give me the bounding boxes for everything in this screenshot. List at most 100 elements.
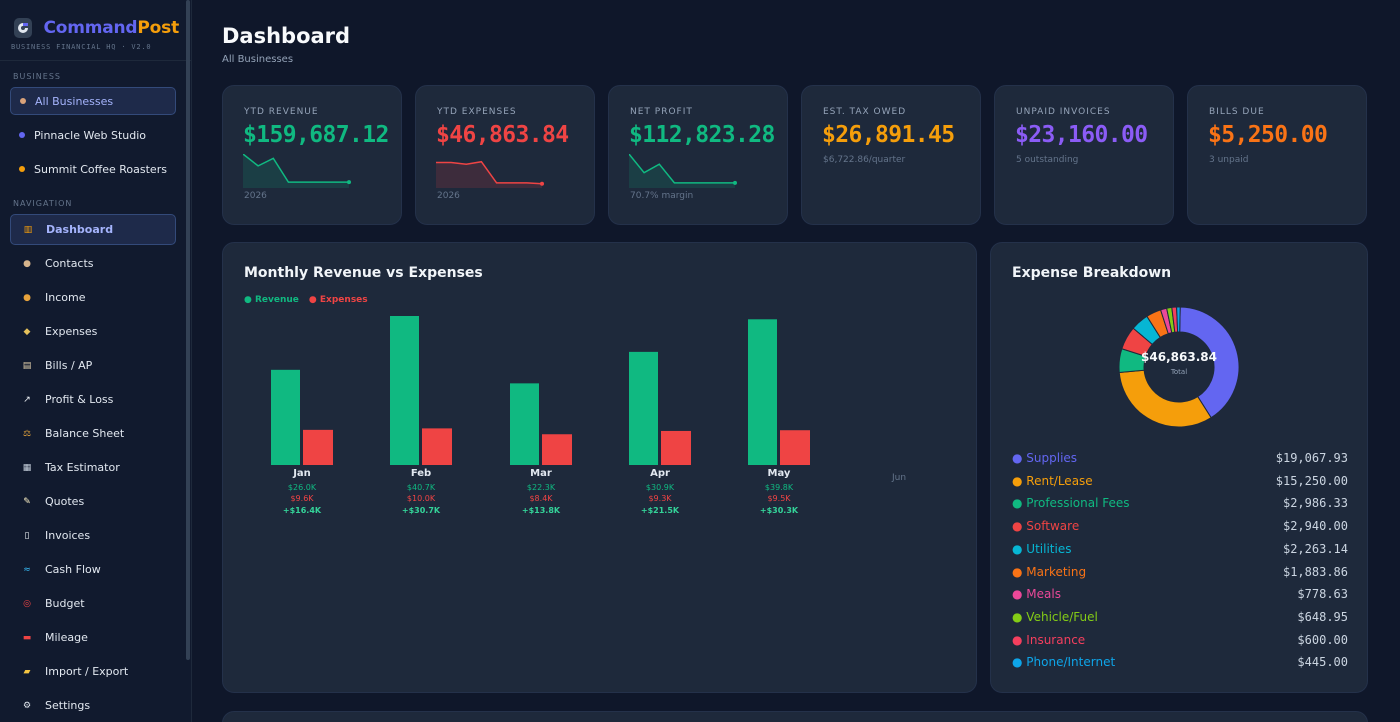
sidebar-item-mileage[interactable]: ▬ Mileage (10, 622, 176, 653)
expense-dot-icon: ● (1012, 451, 1027, 465)
navigation-list: ▥ Dashboard ● Contacts ● Income ◆ Expenses ▤ Bill… (0, 214, 191, 721)
sparkline-area (436, 161, 542, 188)
kpi-subtext: 2026 (244, 191, 267, 201)
expense-dot-icon: ● (1012, 609, 1027, 624)
sidebar-divider (0, 60, 191, 61)
revenue-bar-may[interactable] (748, 319, 777, 465)
expense-bar-jan[interactable] (303, 429, 333, 465)
expense-bar-apr[interactable] (661, 430, 691, 465)
kpi-card-ytd-revenue[interactable]: YTD REVENUE $159,687.12 2026 (222, 85, 402, 225)
next-panel (222, 711, 1368, 722)
business-label: Summit Coffee Roasters (34, 162, 167, 176)
expense-row-vehicle-fuel[interactable]: ● Vehicle/Fuel $648.95 (1012, 607, 1348, 627)
sidebar-item-cash-flow[interactable]: ≈ Cash Flow (10, 554, 176, 585)
kpi-card-bills-due[interactable]: BILLS DUE $5,250.00 3 unpaid (1187, 85, 1367, 225)
target-icon: ◎ (23, 598, 31, 609)
expense-row-phone-internet[interactable]: ● Phone/Internet $445.00 (1012, 652, 1348, 672)
business-dot-icon (19, 166, 25, 172)
expense-name: ● Software (1012, 519, 1080, 534)
sidebar-item-tax-estimator[interactable]: ▦ Tax Estimator (10, 452, 176, 483)
revenue-bar-mar[interactable] (510, 383, 539, 465)
sidebar-item-expenses[interactable]: ◆ Expenses (10, 316, 176, 347)
kpi-sparkline (629, 154, 737, 188)
nav-label: Expenses (45, 325, 98, 338)
kpi-label: NET PROFIT (630, 107, 693, 117)
revenue-bar-feb[interactable] (390, 316, 419, 465)
money-bag-icon: ● (23, 292, 31, 303)
sidebar-item-settings[interactable]: ⚙ Settings (10, 690, 176, 721)
nav-label: Cash Flow (45, 563, 101, 576)
revenue-bar-apr[interactable] (629, 351, 658, 465)
sidebar-item-budget[interactable]: ◎ Budget (10, 588, 176, 619)
nav-label: Balance Sheet (45, 427, 125, 440)
expense-amount: $2,263.14 (1282, 541, 1348, 556)
revenue-bar-jan[interactable] (271, 369, 300, 465)
legend-expenses[interactable]: ● Expenses (308, 295, 368, 305)
nav-label: Dashboard (46, 223, 114, 236)
expense-name: ● Insurance (1012, 632, 1086, 647)
trend-up-icon: ↗ (23, 394, 31, 405)
expense-row-software[interactable]: ● Software $2,940.00 (1012, 516, 1348, 536)
bank-icon: ▦ (22, 462, 32, 473)
sidebar-item-profit-loss[interactable]: ↗ Profit & Loss (10, 384, 176, 415)
expense-row-utilities[interactable]: ● Utilities $2,263.14 (1012, 539, 1348, 559)
sidebar-item-import-export[interactable]: ▰ Import / Export (10, 656, 176, 687)
brand[interactable]: CommandPost (0, 0, 191, 40)
donut-total-label: Total (1170, 368, 1188, 376)
legend-revenue[interactable]: ● Revenue (244, 295, 299, 305)
sparkline-line (629, 154, 735, 184)
kpi-card-net-profit[interactable]: NET PROFIT $112,823.28 70.7% margin (608, 85, 788, 225)
kpi-value: $23,160.00 (1015, 122, 1148, 148)
nav-label: Budget (45, 597, 85, 610)
expense-name: ● Phone/Internet (1012, 655, 1116, 670)
sidebar-item-dashboard[interactable]: ▥ Dashboard (10, 214, 176, 245)
expense-amount: $778.63 (1297, 587, 1348, 602)
expense-row-marketing[interactable]: ● Marketing $1,883.86 (1012, 562, 1348, 582)
business-item-0[interactable]: All Businesses (10, 87, 176, 115)
sparkline-end-point (733, 180, 737, 185)
kpi-card-ytd-expenses[interactable]: YTD EXPENSES $46,863.84 2026 (415, 85, 595, 225)
expense-dot-icon: ● (1012, 564, 1027, 579)
sidebar-item-invoices[interactable]: ▯ Invoices (10, 520, 176, 551)
kpi-card-unpaid-invoices[interactable]: UNPAID INVOICES $23,160.00 5 outstanding (994, 85, 1174, 225)
revenue-label-jan: $26.0K (287, 483, 317, 492)
expense-amount: $2,940.00 (1282, 519, 1348, 534)
nav-label: Contacts (45, 257, 94, 270)
nav-label: Tax Estimator (45, 461, 120, 474)
kpi-label: EST. TAX OWED (823, 107, 907, 117)
business-item-1[interactable]: Pinnacle Web Studio (10, 121, 176, 149)
expense-bar-may[interactable] (780, 430, 810, 465)
expense-row-rent-lease[interactable]: ● Rent/Lease $15,250.00 (1012, 471, 1348, 491)
expense-row-supplies[interactable]: ● Supplies $19,067.93 (1012, 448, 1348, 468)
business-item-2[interactable]: Summit Coffee Roasters (10, 155, 176, 183)
expense-row-professional-fees[interactable]: ● Professional Fees $2,986.33 (1012, 493, 1348, 513)
donut-slice-phone-internet[interactable] (1176, 306, 1181, 333)
expense-dot-icon: ● (1012, 473, 1027, 488)
sidebar-item-contacts[interactable]: ● Contacts (10, 248, 176, 279)
expense-dot-icon: ● (1012, 541, 1027, 556)
expense-row-meals[interactable]: ● Meals $778.63 (1012, 584, 1348, 604)
sidebar-item-income[interactable]: ● Income (10, 282, 176, 313)
kpi-label: BILLS DUE (1209, 107, 1265, 117)
sidebar-item-bills-ap[interactable]: ▤ Bills / AP (10, 350, 176, 381)
kpi-value: $159,687.12 (243, 122, 389, 148)
kpi-label: YTD EXPENSES (437, 107, 517, 117)
net-label-mar: +$13.8K (521, 506, 561, 515)
expense-amount: $600.00 (1297, 632, 1348, 647)
brand-tagline: BUSINESS FINANCIAL HQ · V2.0 (11, 43, 152, 51)
business-section-label: BUSINESS (13, 72, 61, 81)
expense-bar-mar[interactable] (542, 434, 572, 465)
expense-name: ● Utilities (1012, 541, 1072, 556)
net-label-jan: +$16.4K (282, 506, 322, 515)
expense-bar-feb[interactable] (422, 428, 452, 465)
expense-name: ● Meals (1012, 587, 1061, 602)
expense-label-feb: $10.0K (406, 494, 436, 503)
revenue-panel-title: Monthly Revenue vs Expenses (244, 265, 483, 281)
expense-dot-icon: ● (1012, 655, 1027, 670)
sidebar-item-balance-sheet[interactable]: ⚖ Balance Sheet (10, 418, 176, 449)
sidebar-item-quotes[interactable]: ✎ Quotes (10, 486, 176, 517)
expense-row-insurance[interactable]: ● Insurance $600.00 (1012, 630, 1348, 650)
sidebar-scrollbar[interactable] (186, 0, 190, 660)
kpi-card-est-tax-owed[interactable]: EST. TAX OWED $26,891.45 $6,722.86/quarter (801, 85, 981, 225)
nav-label: Profit & Loss (45, 393, 114, 406)
